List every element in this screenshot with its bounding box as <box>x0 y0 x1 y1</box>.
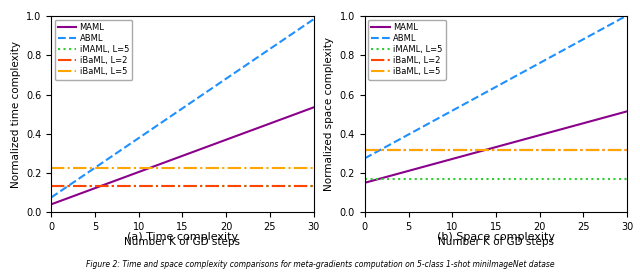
iBaML, L=2 <box>517 149 525 152</box>
Legend: MAML, ABML, iMAML, L=5, iBaML, L=2, iBaML, L=5: MAML, ABML, iMAML, L=5, iBaML, L=2, iBaM… <box>54 20 132 80</box>
ABML <box>47 196 55 199</box>
Y-axis label: Normalized space complexity: Normalized space complexity <box>324 37 334 191</box>
iBaML, L=5 <box>204 166 211 170</box>
MAML <box>48 202 56 206</box>
MAML <box>599 116 607 120</box>
MAML <box>47 203 55 206</box>
iBaML, L=2 <box>582 149 590 152</box>
iBaML, L=5 <box>599 149 607 152</box>
MAML <box>203 145 211 149</box>
ABML <box>285 34 293 38</box>
MAML <box>310 106 317 109</box>
iMAML, L=5 <box>516 178 524 181</box>
Line: ABML: ABML <box>51 19 314 197</box>
iBaML, L=5 <box>623 149 631 152</box>
iBaML, L=5 <box>47 166 55 170</box>
ABML <box>623 14 631 17</box>
ABML <box>203 90 211 94</box>
MAML <box>522 137 529 141</box>
iBaML, L=2 <box>362 149 369 152</box>
Line: MAML: MAML <box>51 107 314 204</box>
ABML <box>48 195 56 199</box>
iBaML, L=2 <box>47 184 55 187</box>
iBaML, L=2 <box>204 184 211 187</box>
iMAML, L=5 <box>522 178 529 181</box>
iMAML, L=5 <box>582 178 590 181</box>
Text: (b) Space complexity: (b) Space complexity <box>437 232 555 242</box>
Line: ABML: ABML <box>365 15 627 158</box>
ABML <box>362 156 369 159</box>
iBaML, L=2 <box>623 149 631 152</box>
iBaML, L=2 <box>522 149 529 152</box>
ABML <box>310 18 317 21</box>
Line: MAML: MAML <box>365 111 627 183</box>
iBaML, L=5 <box>285 166 293 170</box>
ABML <box>517 72 525 75</box>
iMAML, L=5 <box>269 184 276 187</box>
MAML <box>269 121 276 124</box>
ABML <box>522 69 529 72</box>
ABML <box>516 72 524 75</box>
iBaML, L=5 <box>522 149 529 152</box>
MAML <box>362 181 369 184</box>
MAML <box>361 181 369 184</box>
ABML <box>582 36 590 39</box>
iBaML, L=5 <box>310 166 317 170</box>
MAML <box>208 143 216 147</box>
ABML <box>204 90 211 93</box>
iBaML, L=2 <box>361 149 369 152</box>
MAML <box>582 121 590 124</box>
iBaML, L=2 <box>285 184 293 187</box>
iMAML, L=5 <box>623 178 631 181</box>
Text: (a) Time complexity: (a) Time complexity <box>127 232 238 242</box>
MAML <box>204 145 211 148</box>
MAML <box>517 139 525 142</box>
iMAML, L=5 <box>361 178 369 181</box>
iMAML, L=5 <box>285 184 293 187</box>
iBaML, L=2 <box>203 184 211 187</box>
X-axis label: Number K of GD steps: Number K of GD steps <box>438 237 554 248</box>
iMAML, L=5 <box>47 184 55 187</box>
iMAML, L=5 <box>310 184 317 187</box>
iBaML, L=2 <box>48 184 56 187</box>
iBaML, L=2 <box>208 184 216 187</box>
iBaML, L=5 <box>361 149 369 152</box>
X-axis label: Number K of GD steps: Number K of GD steps <box>124 237 241 248</box>
ABML <box>599 27 607 30</box>
iBaML, L=5 <box>582 149 590 152</box>
MAML <box>285 115 293 118</box>
Legend: MAML, ABML, iMAML, L=5, iBaML, L=2, iBaML, L=5: MAML, ABML, iMAML, L=5, iBaML, L=2, iBaM… <box>368 20 446 80</box>
iBaML, L=5 <box>517 149 525 152</box>
iBaML, L=5 <box>203 166 211 170</box>
ABML <box>269 46 276 49</box>
iMAML, L=5 <box>48 184 56 187</box>
iMAML, L=5 <box>208 184 216 187</box>
Text: Figure 2: Time and space complexity comparisons for meta-gradients computation o: Figure 2: Time and space complexity comp… <box>86 260 554 269</box>
iBaML, L=5 <box>269 166 276 170</box>
iBaML, L=5 <box>516 149 524 152</box>
iBaML, L=5 <box>48 166 56 170</box>
iMAML, L=5 <box>203 184 211 187</box>
iBaML, L=5 <box>362 149 369 152</box>
iMAML, L=5 <box>204 184 211 187</box>
Y-axis label: Normalized time complexity: Normalized time complexity <box>10 41 20 188</box>
iMAML, L=5 <box>362 178 369 181</box>
iMAML, L=5 <box>517 178 525 181</box>
MAML <box>516 139 524 142</box>
ABML <box>361 157 369 160</box>
iBaML, L=2 <box>269 184 276 187</box>
ABML <box>208 87 216 90</box>
MAML <box>623 110 631 113</box>
iBaML, L=2 <box>310 184 317 187</box>
iBaML, L=2 <box>599 149 607 152</box>
iBaML, L=2 <box>516 149 524 152</box>
iMAML, L=5 <box>599 178 607 181</box>
iBaML, L=5 <box>208 166 216 170</box>
